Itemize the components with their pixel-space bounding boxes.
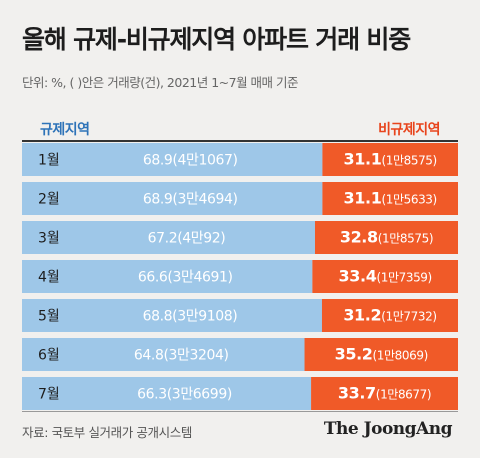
row-gap	[22, 332, 458, 338]
data-label-regulated: 67.2(4만92)	[148, 231, 226, 247]
row-gap	[22, 254, 458, 260]
bottom-rule	[22, 411, 458, 412]
bar-regulated	[22, 299, 322, 332]
category-label: 5월	[38, 309, 60, 325]
bar-regulated	[22, 260, 313, 293]
bar-regulated	[22, 143, 323, 176]
category-label: 4월	[38, 270, 60, 286]
bar-regulated	[22, 338, 305, 371]
category-label: 7월	[38, 387, 60, 403]
data-label-nonregulated: 31.2(1만7732)	[343, 306, 436, 325]
bar-regulated	[22, 377, 312, 410]
header-rule	[22, 140, 458, 142]
row-gap	[22, 293, 458, 299]
bar-regulated	[22, 221, 315, 254]
data-label-nonregulated: 33.4(1만7359)	[339, 267, 432, 286]
category-label: 6월	[38, 348, 60, 364]
bar-nonregulated	[322, 182, 458, 215]
bar-nonregulated	[321, 299, 458, 332]
data-label-regulated: 66.3(3만6699)	[137, 387, 232, 403]
legend-regulated: 규제지역	[40, 121, 90, 138]
data-label-nonregulated: 35.2(1만8069)	[335, 345, 428, 364]
row-gap	[22, 215, 458, 221]
brand-logo: The JoongAng	[323, 419, 453, 439]
data-label-regulated: 68.9(3만4694)	[143, 192, 238, 208]
data-label-regulated: 66.6(3만4691)	[138, 270, 233, 286]
data-label-nonregulated: 31.1(1만8575)	[344, 150, 437, 169]
bar-nonregulated	[312, 260, 458, 293]
bar-nonregulated	[311, 377, 458, 410]
data-label-regulated: 68.9(4만1067)	[143, 153, 238, 169]
source-note: 자료: 국토부 실거래가 공개시스템	[22, 425, 192, 440]
row-gap	[22, 371, 458, 377]
data-label-regulated: 64.8(3만3204)	[134, 348, 229, 364]
data-label-nonregulated: 31.1(1만5633)	[344, 189, 437, 208]
data-label-regulated: 68.8(3만9108)	[143, 309, 238, 325]
bar-nonregulated	[314, 221, 458, 254]
category-label: 2월	[38, 192, 60, 208]
data-label-nonregulated: 32.8(1만8575)	[340, 228, 433, 247]
bar-nonregulated	[322, 143, 458, 176]
data-label-nonregulated: 33.7(1만8677)	[338, 384, 431, 403]
legend-nonregulated: 비규제지역	[378, 121, 440, 138]
row-gap	[22, 176, 458, 182]
chart-title: 올해 규제-비규제지역 아파트 거래 비중	[22, 25, 411, 54]
category-label: 1월	[38, 153, 60, 169]
bar-regulated	[22, 182, 323, 215]
category-label: 3월	[38, 231, 60, 247]
chart-subtitle: 단위: %, ( )안은 거래량(건), 2021년 1~7월 매매 기준	[22, 75, 299, 90]
bar-nonregulated	[304, 338, 458, 371]
